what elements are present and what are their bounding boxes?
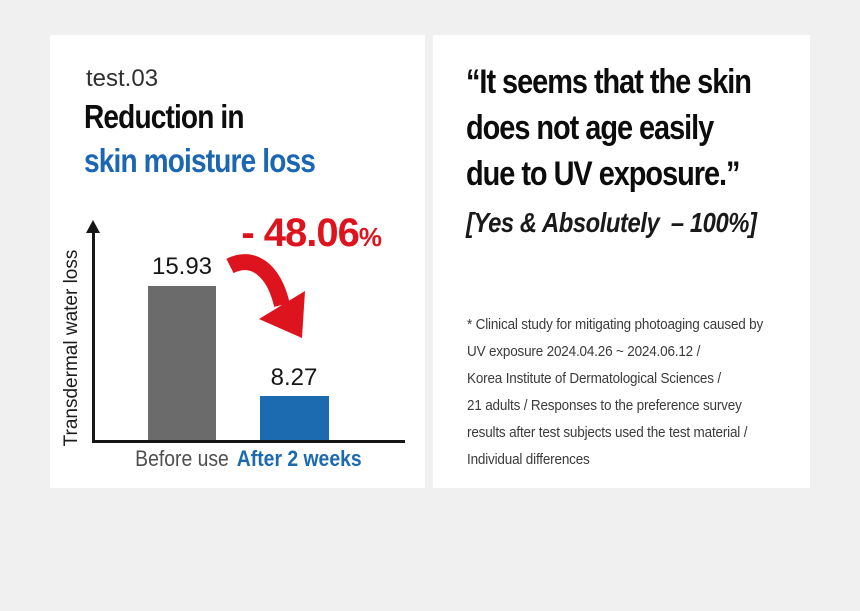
disclaimer-line-5: results after test subjects used the tes… (467, 424, 748, 441)
reduction-percent: - 48.06% (241, 211, 382, 256)
survey-result: [Yes & Absolutely – 100%] (466, 207, 757, 238)
bar-value-before-use: 15.93 (151, 253, 213, 280)
quote-line-1: “It seems that the skin (466, 63, 752, 101)
y-axis-arrowhead-icon (86, 220, 100, 233)
disclaimer-line-4: 21 adults / Responses to the preference … (467, 397, 742, 414)
card-title-line-2: skin moisture loss (84, 142, 316, 179)
bar-label-before-use: Before use (135, 446, 229, 471)
quote-text: “It seems that the skin does not age eas… (466, 59, 752, 197)
y-axis-line (92, 232, 95, 441)
bar-value-after-2-weeks: 8.27 (270, 364, 318, 391)
y-axis-label: Transdermal water loss (61, 249, 82, 447)
quote-line-3: due to UV exposure.” (466, 155, 740, 193)
study-disclaimer: * Clinical study for mitigating photoagi… (467, 311, 763, 473)
disclaimer-line-1: * Clinical study for mitigating photoagi… (467, 316, 764, 333)
disclaimer-line-2: UV exposure 2024.04.26 ~ 2024.06.12 / (467, 343, 701, 360)
percent-sign-label: % (358, 222, 382, 252)
x-axis-line (92, 440, 405, 443)
bar-after-2-weeks (260, 396, 329, 440)
disclaimer-line-6: Individual differences (467, 451, 590, 468)
bar-label-after-2-weeks: After 2 weeks (236, 446, 362, 471)
survey-quote-card: “It seems that the skin does not age eas… (433, 35, 810, 488)
disclaimer-line-3: Korea Institute of Dermatological Scienc… (467, 370, 721, 387)
test-number-label: test.03 (86, 65, 159, 92)
reduction-percent-value: - 48.06 (241, 211, 360, 255)
bar-before-use (148, 286, 216, 440)
quote-line-2: does not age easily (466, 109, 714, 147)
card-title-line-1: Reduction in (84, 98, 245, 135)
moisture-loss-card: test.03 Reduction in skin moisture loss … (50, 35, 425, 488)
